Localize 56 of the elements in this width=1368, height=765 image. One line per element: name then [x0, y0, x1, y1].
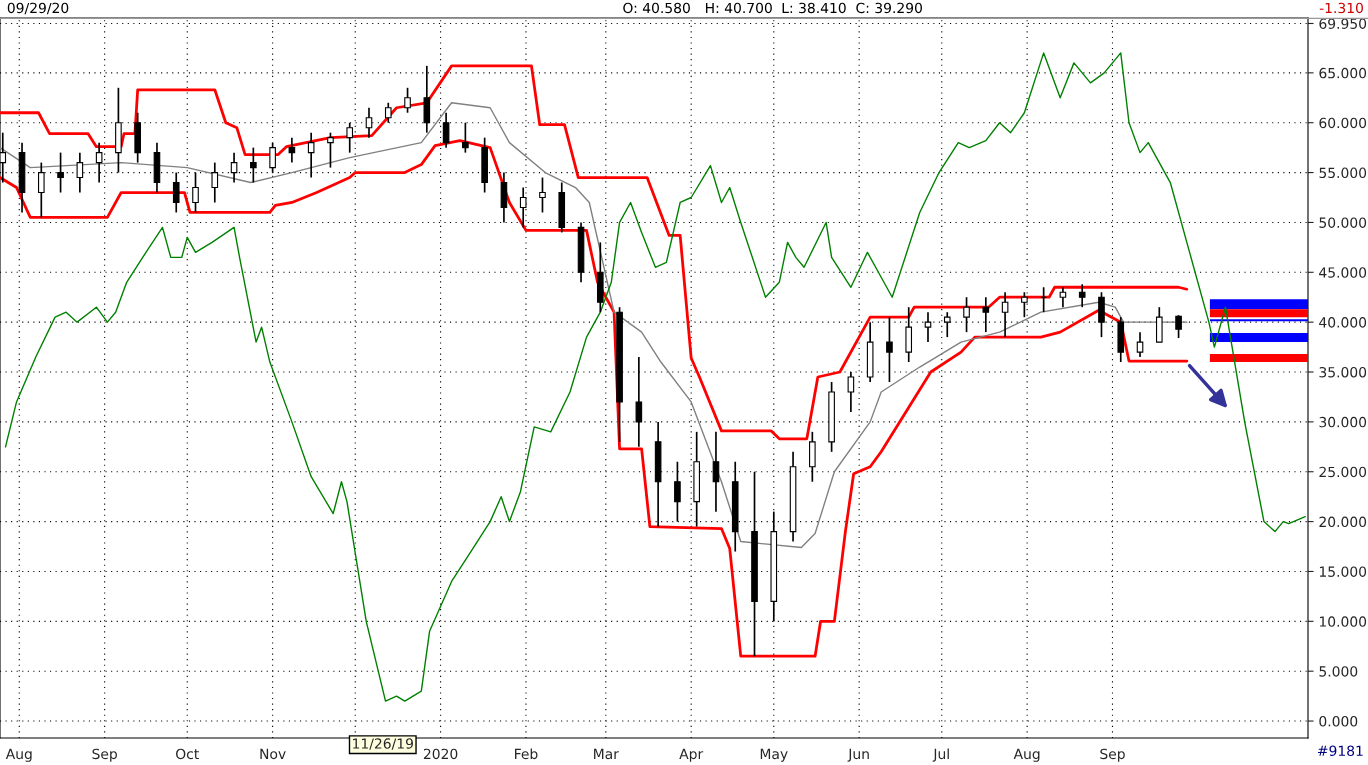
y-tick-label: 5.000: [1319, 666, 1358, 677]
x-tick-label: Feb: [515, 748, 538, 760]
y-tick-label: 65.000: [1319, 67, 1367, 79]
x-tick-label: Jul: [932, 748, 949, 762]
candlestick: [1001, 291, 1009, 338]
x-tick-label: Apr: [679, 748, 704, 762]
text: L: 38.410: [782, 2, 846, 14]
y-tick-label: 69.950: [1319, 18, 1367, 29]
candlestick: [230, 151, 238, 184]
y-tick-label: 50.000: [1319, 217, 1367, 228]
candlestick: [288, 136, 296, 164]
candlestick: [442, 111, 450, 149]
text: 11/26/19: [353, 738, 413, 750]
x-tick-label: Nov: [260, 748, 286, 760]
text: O: 40.580: [623, 2, 690, 14]
candlestick: [346, 121, 354, 154]
x-tick-label: Sep: [92, 748, 117, 762]
line-series: [4, 52, 1306, 702]
text: H: 40.700: [706, 2, 772, 14]
x-tick-label: Jun: [847, 748, 869, 762]
y-tick-label: 35.000: [1319, 366, 1367, 378]
candlestick: [404, 86, 411, 114]
y-tick-label: 45.000: [1319, 267, 1367, 278]
x-tick-label: May: [760, 748, 788, 762]
text: 09/29/20: [7, 2, 69, 15]
candlestick: [327, 131, 334, 169]
y-tick-label: 15.000: [1319, 566, 1367, 577]
text: #9181: [1317, 745, 1363, 757]
x-tick-label: Mar: [594, 748, 619, 760]
y-tick-label: 0.000: [1319, 716, 1358, 727]
y-tick-label: 10.000: [1319, 616, 1367, 627]
line-series: [0, 102, 1188, 549]
candlestick: [539, 176, 546, 214]
x-tick-label: Aug: [5, 748, 32, 762]
y-tick-label: 30.000: [1319, 416, 1367, 428]
x-tick-label: Sep: [1100, 748, 1125, 762]
y-tick-label: 40.000: [1319, 317, 1367, 328]
candlestick: [1078, 283, 1086, 309]
candlestick: [1136, 331, 1144, 358]
line-series: [0, 64, 1189, 441]
candlestick: [462, 121, 469, 154]
x-tick-label: Oct: [176, 748, 199, 760]
x-tick-label: Aug: [1013, 748, 1040, 762]
candlestick: [211, 161, 219, 204]
text: C: 39.290: [856, 2, 922, 14]
candlestick: [1175, 314, 1182, 339]
candlestick: [384, 101, 392, 124]
y-tick-label: 25.000: [1319, 466, 1367, 478]
text: -1.310: [1319, 2, 1363, 14]
y-tick-label: 55.000: [1319, 167, 1367, 179]
y-tick-label: 60.000: [1319, 117, 1367, 129]
candlestick: [1059, 286, 1067, 309]
y-tick-label: 20.000: [1319, 516, 1367, 528]
candlestick: [192, 171, 199, 214]
x-tick-label: 2020: [423, 748, 458, 760]
line-series: [0, 139, 1189, 658]
